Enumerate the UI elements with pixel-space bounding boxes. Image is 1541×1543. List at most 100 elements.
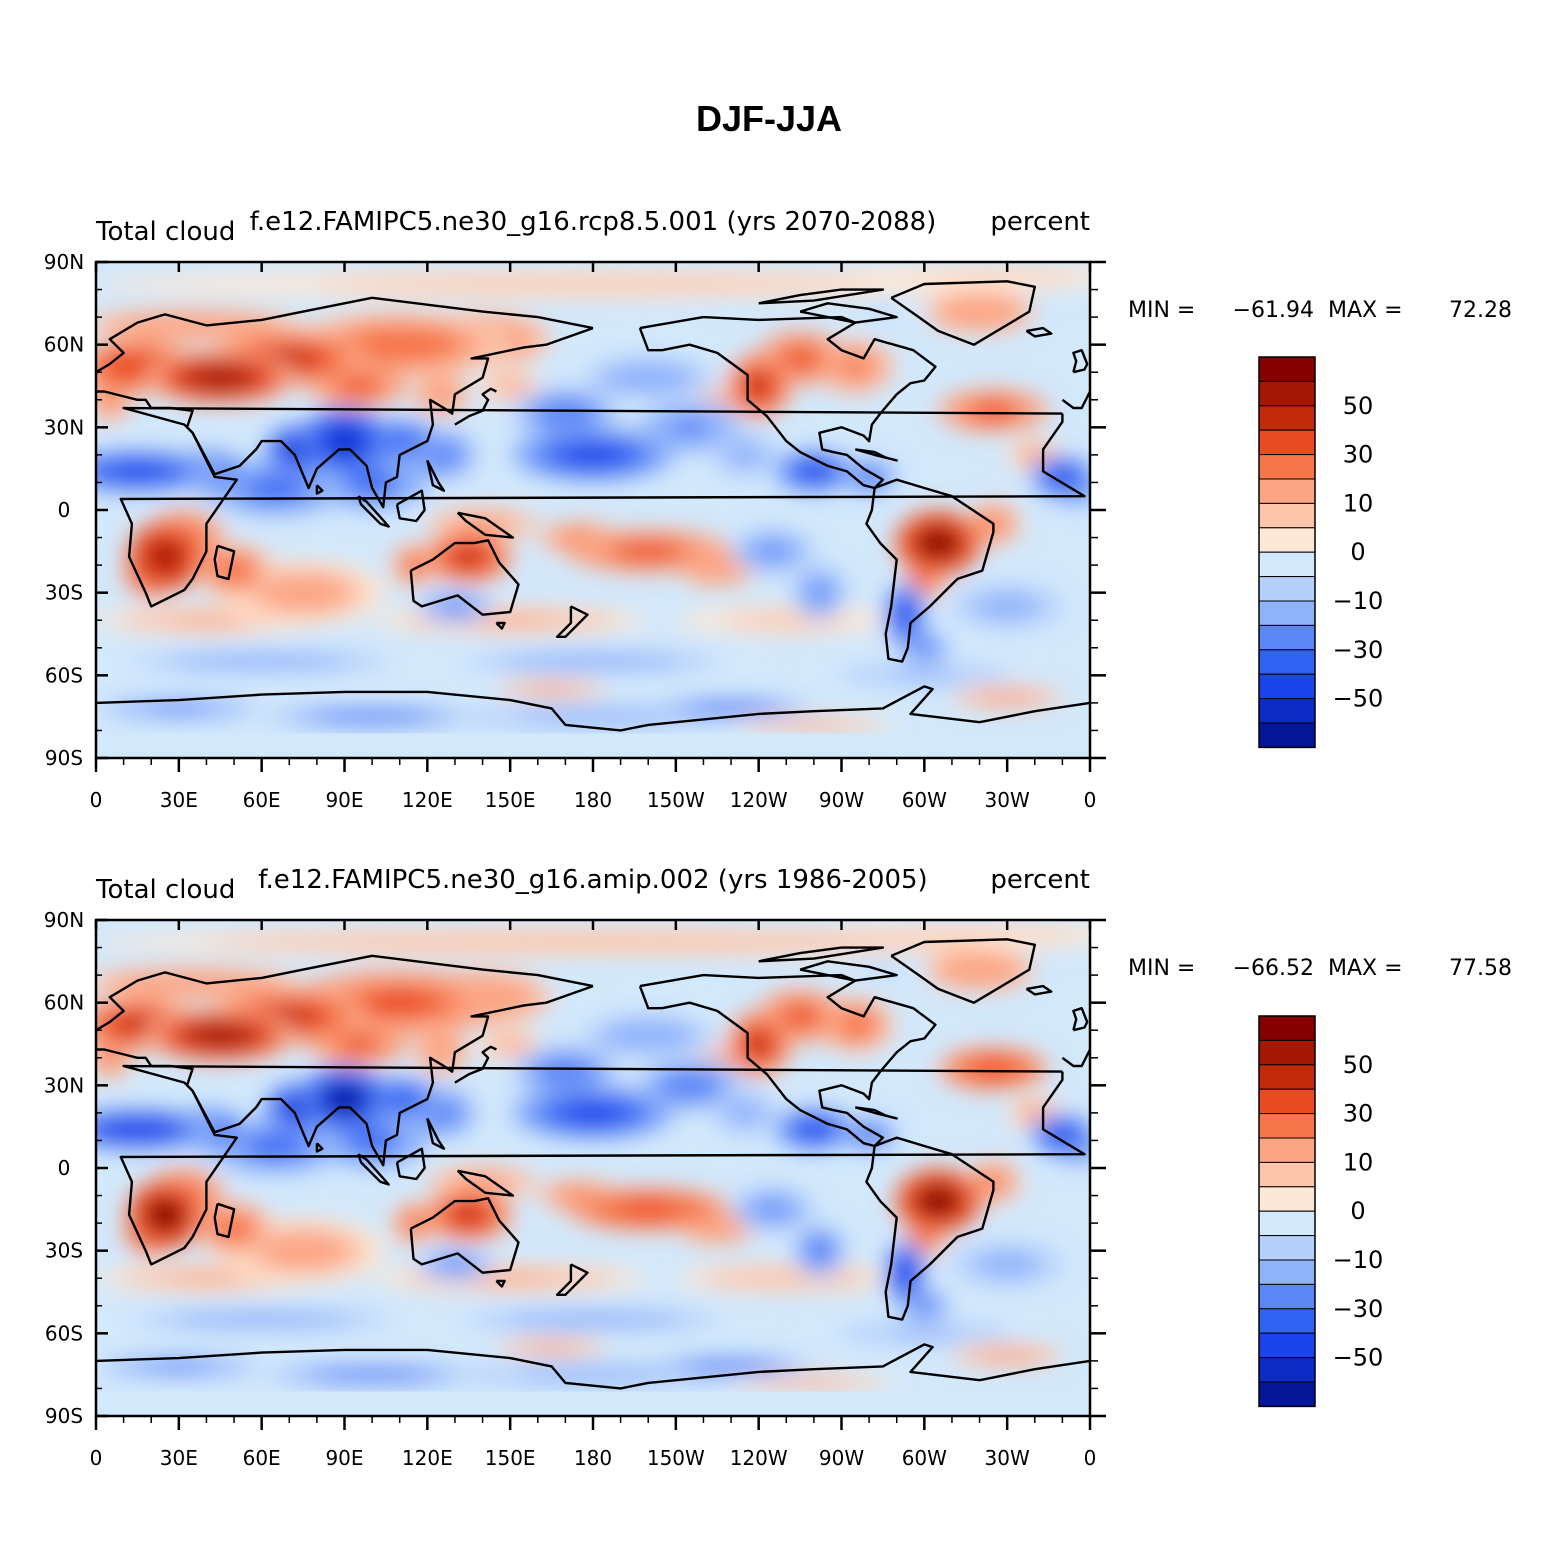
min-label-top: MIN = (1128, 298, 1195, 323)
colorbar-label: 0 (1350, 538, 1365, 566)
field-blob (748, 1273, 824, 1283)
coastline (758, 946, 885, 963)
lon-tick-label: 120E (402, 788, 453, 812)
coastline (1061, 390, 1090, 410)
colorbar-frame (1258, 356, 1316, 749)
field-blob (546, 712, 640, 721)
field-blob (109, 1121, 166, 1137)
lat-tick-label: 60S (45, 663, 83, 687)
lon-tick-label: 90W (819, 788, 864, 812)
lon-tick-label: 90E (325, 788, 363, 812)
colorbar-box (1258, 527, 1316, 553)
coastline (890, 938, 1036, 1004)
coastline (315, 484, 324, 495)
colorbar-box (1258, 478, 1316, 504)
field-blob (702, 704, 760, 713)
field-blob (151, 544, 179, 570)
lon-tick-label: 90E (325, 1446, 363, 1470)
field-blob (329, 429, 360, 453)
field-blob (810, 1241, 829, 1261)
max-value-top: 72.28 (1449, 298, 1512, 323)
axes-top: 90N 60N 30N 0 30S 60S 90S 0 30E 60E 90E 120E 150E 180… (44, 250, 1106, 812)
colorbar-label: 50 (1343, 392, 1374, 420)
lat-tick-label: 30N (44, 415, 84, 439)
lon-tick-label: 150W (647, 1446, 705, 1470)
case-title-top: f.e12.FAMIPC5.ne30_g16.rcp8.5.001 (yrs 2… (250, 207, 937, 237)
lon-tick-label: 0 (90, 788, 103, 812)
field-blob (914, 1300, 934, 1312)
field-blob (988, 1351, 1026, 1360)
field-blob (785, 1007, 816, 1026)
coastline (854, 1106, 898, 1120)
field-blob (988, 693, 1026, 702)
field-blob (431, 1044, 451, 1060)
field-blob (748, 615, 824, 625)
colorbar-top: 50 30 10 0 −10 −30 −50 (1258, 356, 1384, 749)
min-label-bottom: MIN = (1128, 956, 1195, 981)
field-blob (536, 1314, 650, 1325)
colorbar-bottom: 50 30 10 0 −10 −30 −50 (1258, 1015, 1384, 1408)
min-value-top: −61.94 (1233, 298, 1314, 323)
field-blob (463, 1273, 558, 1283)
colorbar-box (1258, 1064, 1316, 1090)
coastline (395, 1147, 426, 1181)
field-blob (463, 615, 558, 625)
colorbar-box (1258, 356, 1316, 382)
field-blob (564, 1103, 622, 1123)
colorbar-label: 50 (1343, 1051, 1374, 1079)
case-title-bottom: f.e12.FAMIPC5.ne30_g16.amip.002 (yrs 198… (258, 865, 927, 895)
coastline (426, 1117, 446, 1150)
field-blob (960, 304, 999, 320)
colorbar-label: −10 (1333, 587, 1384, 615)
colorbar-box (1258, 624, 1316, 651)
colorbar-box (1258, 454, 1316, 480)
lon-tick-label: 60E (243, 1446, 281, 1470)
coastline (96, 984, 594, 1167)
lat-tick-label: 90N (44, 250, 84, 274)
colorbar-box (1258, 1357, 1316, 1383)
field-blob (150, 1362, 207, 1371)
contour-field-bottom (96, 920, 1090, 1416)
coastline (854, 448, 898, 462)
field-blob (532, 686, 571, 692)
field-blob (274, 581, 332, 604)
field-blob (923, 1189, 954, 1213)
field-blob (274, 1239, 332, 1262)
colorbar-box (1258, 600, 1316, 626)
field-blob (168, 1273, 244, 1283)
lat-tick-label: 90S (45, 746, 83, 770)
lat-tick-label: 0 (58, 498, 71, 522)
field-blob (842, 1015, 869, 1035)
field-blob (897, 1261, 913, 1284)
colorbar-label: −50 (1333, 1344, 1384, 1372)
lon-tick-label: 180 (574, 788, 612, 812)
field-blob (733, 1105, 757, 1121)
field-blob (406, 1215, 422, 1231)
colorbar-label: −10 (1333, 1246, 1384, 1274)
field-blob (155, 977, 231, 989)
coastline (213, 544, 236, 581)
field-blob (102, 1050, 118, 1066)
field-blob (886, 1328, 962, 1339)
colorbar-box (1258, 551, 1316, 578)
field-blob (747, 1032, 770, 1056)
coastline (890, 280, 1036, 346)
colorbar-box (1258, 576, 1316, 602)
colorbar-box (1258, 1332, 1316, 1359)
lon-tick-label: 120E (402, 1446, 453, 1470)
map-panel-top: Total cloud f.e12.FAMIPC5.ne30_g16.rcp8.… (44, 207, 1512, 812)
field-blob (334, 1370, 410, 1379)
field-blob (758, 1201, 787, 1217)
coastline (96, 685, 1090, 732)
coastline (555, 1263, 589, 1296)
coastline (213, 1202, 236, 1239)
field-blob (620, 543, 677, 559)
coastline (96, 1343, 1090, 1390)
field-blob (785, 722, 843, 728)
field-blob (102, 392, 118, 408)
coastline (315, 1142, 324, 1153)
coastline (96, 954, 594, 1032)
lon-tick-label: 150E (485, 1446, 536, 1470)
lon-tick-label: 60W (902, 1446, 947, 1470)
